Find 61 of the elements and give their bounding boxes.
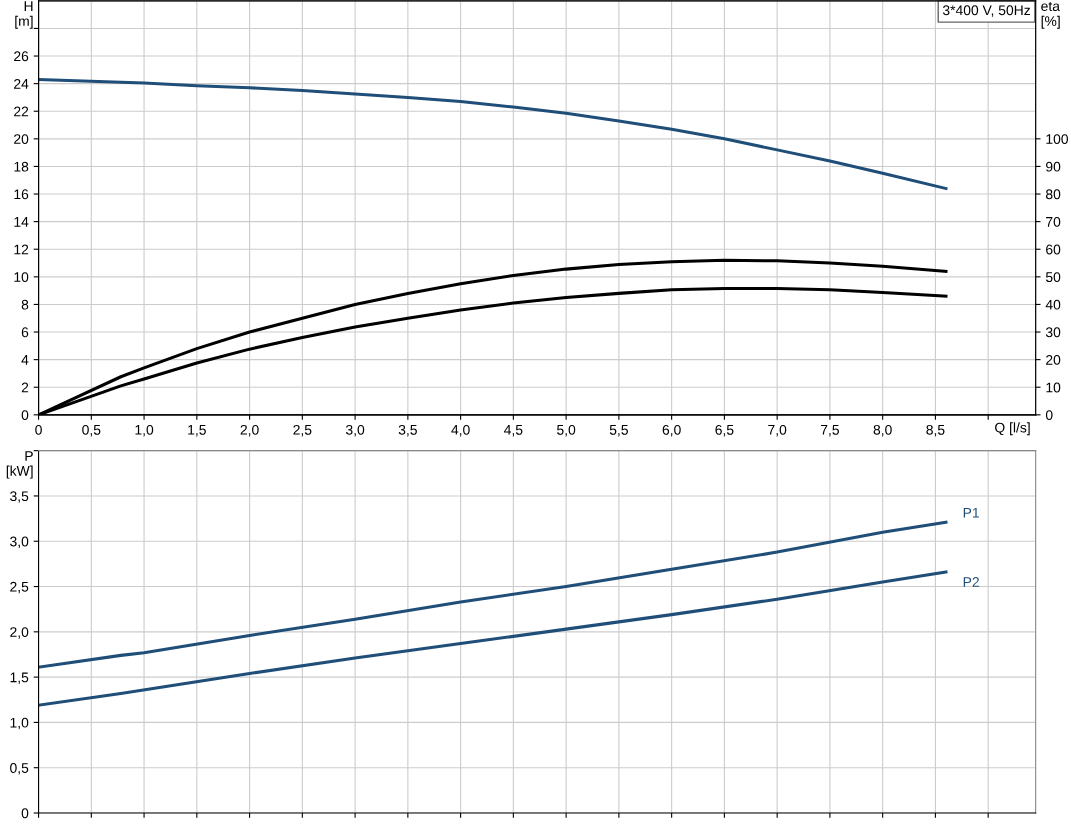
annotation: 3*400 V, 50Hz [942,5,1030,17]
x-tick-label: 8,5 [926,424,945,437]
y-tick-label: 8 [21,299,29,310]
line-series [38,570,948,707]
y-tick-label: 16 [14,189,29,200]
y-tick-label: 18 [14,161,29,172]
y2-tick-label: 0 [1045,410,1053,420]
x-tick-label: 5,0 [557,424,576,437]
x-tick-label: 4,0 [451,424,470,437]
x-tick-label: 6,0 [662,424,681,437]
y-tick-label: 0 [21,410,29,420]
x-tick-label: 8,0 [873,424,892,437]
y-tick-label: 2,0 [10,627,29,639]
x-tick-label: 1,5 [188,425,206,437]
y2-axis-title: eta [%] [1041,1,1060,29]
x-tick-label: 4,5 [504,425,523,437]
y-tick-label: 0 [21,808,29,819]
y-tick-label: 2,5 [10,581,29,594]
x-tick-label: 0 [35,424,42,435]
x-tick-label: 6,5 [715,424,734,437]
y-tick-label: 12 [14,244,29,255]
y-tick-label: 1,0 [10,717,29,730]
y2-tick-label: 60 [1046,244,1061,255]
line-series [38,77,948,191]
y2-tick-label: 10 [1046,382,1061,393]
x-tick-label: 2,0 [240,424,259,437]
y-tick-label: 26 [14,51,29,62]
x-tick-label: 1,0 [135,424,154,437]
x-tick-label: 7,5 [820,425,839,437]
y-tick-label: 10 [14,272,29,282]
y-tick-label: 4 [21,355,29,365]
y-tick-label: 0,5 [10,763,29,775]
y-tick-label: 1,5 [10,672,29,684]
y-tick-label: 3,0 [10,536,29,549]
x-tick-label: 7,0 [768,424,787,437]
y-tick-label: 6 [21,327,29,338]
y2-tick-label: 30 [1045,327,1061,338]
x-tick-label: 3,5 [398,424,417,437]
series-label: P1 [963,507,979,518]
y2-tick-label: 80 [1045,189,1061,200]
y-tick-label: 2 [21,382,29,393]
x-axis-title: Q [l/s] [995,422,1030,436]
y2-tick-label: 70 [1046,216,1061,227]
series-label: P2 [963,577,979,587]
y-tick-label: 3,5 [10,491,29,503]
y2-tick-label: 100 [1046,134,1069,144]
y-tick-label: 20 [14,134,29,144]
y-tick-label: 14 [14,217,29,227]
x-tick-label: 5,5 [609,425,628,437]
x-tick-label: 2,5 [293,424,312,437]
y2-tick-label: 50 [1045,272,1061,282]
x-tick-label: 3,0 [345,424,365,437]
line-series [38,520,948,669]
y-tick-label: 22 [14,106,29,117]
y2-tick-label: 40 [1045,299,1061,310]
y-tick-label: 24 [14,78,29,89]
x-tick-label: 0,5 [82,424,101,437]
y-axis-title: P [kW] [6,451,33,479]
y2-tick-label: 90 [1046,161,1061,172]
y-axis-title: H [m] [15,1,33,29]
y2-tick-label: 20 [1046,354,1061,365]
